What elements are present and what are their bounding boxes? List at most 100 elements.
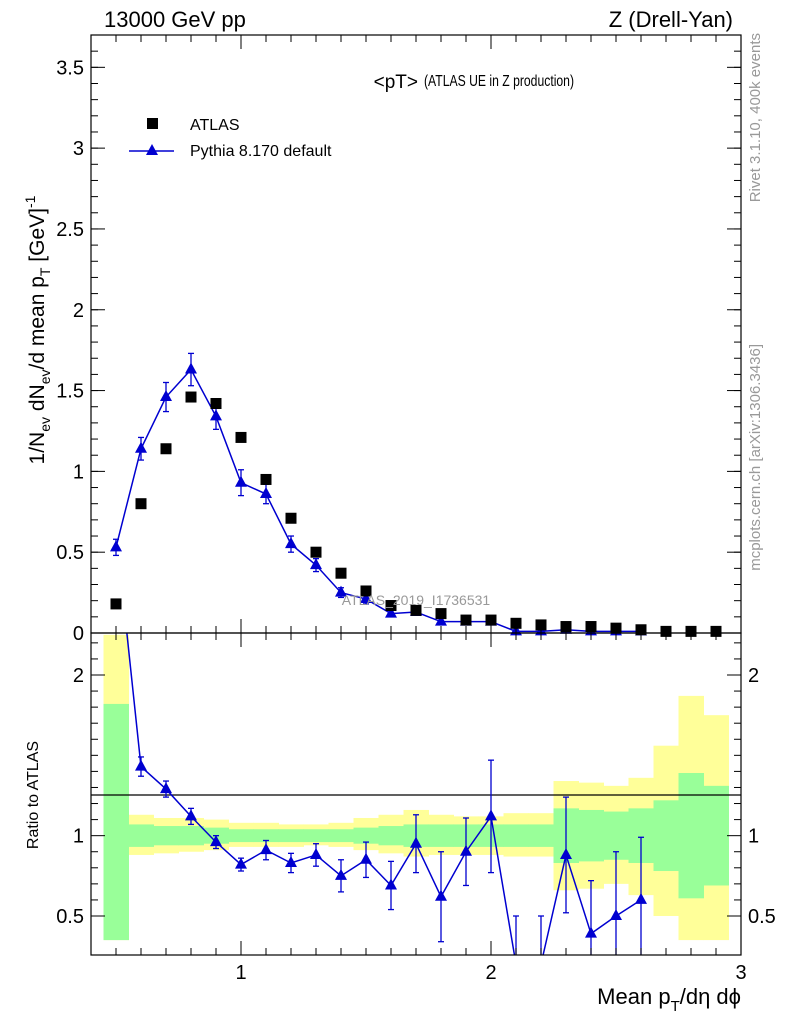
atlas-point xyxy=(260,473,272,485)
pythia-point xyxy=(310,558,322,570)
atlas-point xyxy=(235,431,247,443)
atlas-point xyxy=(385,600,397,612)
ratio-ytick-label: 1 xyxy=(73,826,84,848)
ratio-ylabel: Ratio to ATLAS xyxy=(25,741,42,849)
ratio-point xyxy=(285,855,297,867)
pythia-point xyxy=(285,537,297,549)
ratio-band-green xyxy=(153,826,179,846)
legend-atlas-label: ATLAS xyxy=(190,117,240,134)
ratio-point xyxy=(435,889,447,901)
plot-title: <pT> xyxy=(374,72,418,93)
ratio-band-green xyxy=(253,829,279,843)
ratio-series xyxy=(126,633,647,955)
main-ytick-label: 1 xyxy=(73,461,84,483)
ratio-plot-axes: 0.5 0.5 1 1 2 2 1 2 3 xyxy=(56,633,776,984)
ratio-point xyxy=(585,926,597,938)
atlas-point xyxy=(435,608,447,620)
ratio-band-green xyxy=(678,773,704,899)
atlas-point xyxy=(160,443,172,455)
ratio-ytick-label-right: 2 xyxy=(748,665,759,687)
ratio-band-green xyxy=(428,824,454,847)
main-ytick-label: 2 xyxy=(73,300,84,322)
ratio-point xyxy=(185,809,197,821)
ratio-band-green xyxy=(353,827,379,844)
ratio-point xyxy=(160,782,172,794)
legend-pythia-marker xyxy=(146,144,158,155)
ratio-point xyxy=(560,847,572,859)
ratio-band-green xyxy=(703,785,729,886)
ratio-point xyxy=(385,878,397,890)
ratio-point xyxy=(235,857,247,869)
legend-atlas-marker xyxy=(147,118,158,129)
pythia-point xyxy=(235,475,247,487)
ratio-band-green xyxy=(278,829,304,843)
atlas-point xyxy=(410,604,422,616)
ratio-ytick-label: 0.5 xyxy=(56,906,84,928)
header-process: Z (Drell-Yan) xyxy=(609,7,733,32)
ratio-band-green xyxy=(503,824,529,847)
pythia-point xyxy=(185,362,197,374)
ratio-point xyxy=(335,868,347,880)
ratio-band-green xyxy=(528,824,554,847)
ratio-plot: 0.5 0.51 12 21 2 3 Ratio to ATLAS Mean pT/dη … xyxy=(25,632,776,1015)
ratio-band-green xyxy=(578,809,604,862)
atlas-point xyxy=(110,598,122,610)
header-energy: 13000 GeV pp xyxy=(104,7,246,32)
ratio-band-green xyxy=(303,829,329,843)
main-ytick-label: 0 xyxy=(73,623,84,645)
pythia-point xyxy=(360,592,372,604)
legend-pythia-label: Pythia 8.170 default xyxy=(190,143,332,160)
ratio-point xyxy=(310,847,322,859)
atlas-point xyxy=(310,546,322,558)
ratio-ytick-label-right: 0.5 xyxy=(748,906,776,928)
atlas-point xyxy=(360,585,372,597)
ratio-ytick-label: 2 xyxy=(73,665,84,687)
ratio-xtick-label: 3 xyxy=(735,962,746,984)
ratio-band-green xyxy=(378,826,404,846)
main-ytick-label: 1.5 xyxy=(56,381,84,403)
plot-subtitle: (ATLAS UE in Z production) xyxy=(424,73,574,90)
main-ytick-label: 0.5 xyxy=(56,542,84,564)
ratio-point xyxy=(635,892,647,904)
pythia-point xyxy=(335,585,347,597)
atlas-point xyxy=(135,498,147,510)
ratio-point xyxy=(460,844,472,856)
ratio-point xyxy=(135,759,147,771)
ratio-xtick-label: 2 xyxy=(485,962,496,984)
ratio-band-green xyxy=(178,826,204,846)
main-ytick-label: 2.5 xyxy=(56,219,84,241)
side-mcplots-label: mcplots.cern.ch [arXiv:1306.3436] xyxy=(747,344,764,571)
ratio-point xyxy=(210,835,222,847)
atlas-point xyxy=(185,391,197,403)
pythia-point xyxy=(160,390,172,402)
ratio-band-green xyxy=(103,703,129,941)
ratio-band-green xyxy=(228,829,254,843)
pythia-point xyxy=(210,409,222,421)
atlas-point xyxy=(535,619,547,631)
ratio-point xyxy=(610,909,622,920)
atlas-point xyxy=(460,614,472,626)
ratio-point xyxy=(485,809,497,821)
pythia-point xyxy=(110,540,122,552)
ratio-band-green xyxy=(653,800,679,872)
atlas-point xyxy=(510,617,522,629)
side-rivet-label: Rivet 3.1.10, 400k events xyxy=(747,33,764,202)
ratio-line xyxy=(126,633,642,955)
pythia-line xyxy=(115,368,641,633)
main-ytick-label: 3.5 xyxy=(56,57,84,79)
ratio-band-green xyxy=(328,829,354,843)
pythia-point xyxy=(385,606,397,618)
atlas-point xyxy=(285,512,297,524)
pythia-point xyxy=(135,441,147,453)
legend: ATLAS Pythia 8.170 default xyxy=(129,117,332,160)
ratio-xtick-label: 1 xyxy=(235,962,246,984)
atlas-point xyxy=(210,397,222,409)
ratio-ytick-label-right: 1 xyxy=(748,826,759,848)
main-plot-axes: 0 0.5 1 1.5 2 2.5 3 3.5 xyxy=(56,35,742,645)
ratio-point xyxy=(260,843,272,855)
analysis-watermark: ATLAS_2019_I1736531 xyxy=(342,592,491,608)
pythia-point xyxy=(435,614,447,626)
pythia-point xyxy=(260,487,272,499)
ratio-band-green xyxy=(128,824,154,847)
